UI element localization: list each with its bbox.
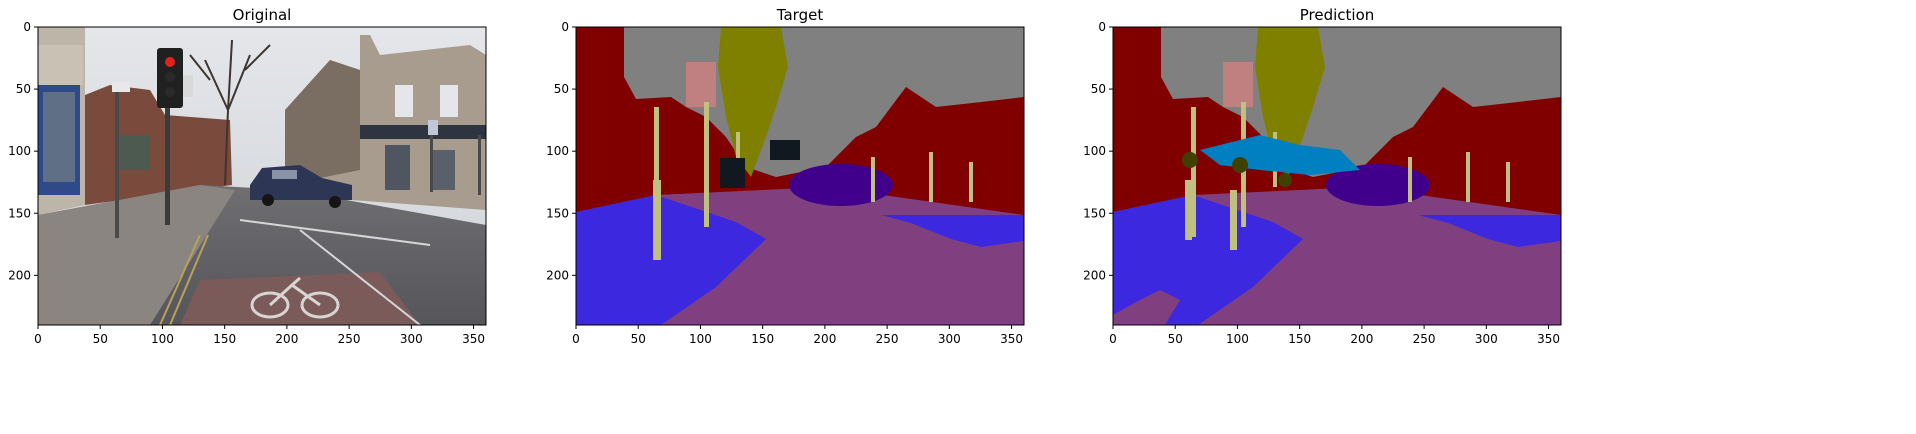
x-tick-label: 50 (93, 332, 108, 346)
panel-title: Target (776, 6, 824, 24)
x-tick-label: 200 (1350, 332, 1373, 346)
x-tick-label: 250 (338, 332, 361, 346)
y-tick-label: 50 (16, 82, 31, 96)
y-tick-label: 150 (1083, 206, 1106, 220)
x-tick-label: 350 (1000, 332, 1023, 346)
x-tick-label: 0 (34, 332, 42, 346)
x-tick-label: 300 (1475, 332, 1498, 346)
axes-ticks: 0 50 100 150 200 250 300 350 0 50 100 150 200 0 50 100 1… (8, 20, 1560, 346)
x-tick-label: 150 (213, 332, 236, 346)
panel-original: Original (37, 6, 487, 326)
x-tick-label: 150 (751, 332, 774, 346)
x-tick-label: 100 (1226, 332, 1249, 346)
x-tick-label: 250 (1413, 332, 1436, 346)
photo-street (38, 27, 486, 325)
y-tick-label: 200 (546, 268, 569, 282)
y-tick-label: 50 (1091, 82, 1106, 96)
x-tick-label: 0 (1109, 332, 1117, 346)
x-tick-label: 200 (275, 332, 298, 346)
x-tick-label: 300 (400, 332, 423, 346)
y-tick-label: 0 (23, 20, 31, 34)
x-tick-label: 200 (813, 332, 836, 346)
x-tick-label: 100 (689, 332, 712, 346)
x-tick-label: 350 (1537, 332, 1560, 346)
y-tick-label: 50 (554, 82, 569, 96)
segmentation-prediction (1113, 27, 1561, 325)
y-tick-label: 150 (546, 206, 569, 220)
panel-target: Target (575, 6, 1025, 326)
x-tick-label: 250 (876, 332, 899, 346)
y-tick-label: 0 (561, 20, 569, 34)
x-tick-label: 0 (572, 332, 580, 346)
y-tick-label: 0 (1098, 20, 1106, 34)
x-tick-label: 150 (1288, 332, 1311, 346)
x-tick-label: 350 (462, 332, 485, 346)
x-tick-label: 50 (631, 332, 646, 346)
y-tick-label: 200 (1083, 268, 1106, 282)
y-tick-label: 100 (8, 144, 31, 158)
x-tick-label: 100 (151, 332, 174, 346)
y-tick-label: 150 (8, 206, 31, 220)
x-tick-label: 300 (938, 332, 961, 346)
y-tick-label: 100 (546, 144, 569, 158)
segmentation-target (576, 27, 1024, 325)
y-tick-label: 100 (1083, 144, 1106, 158)
panel-prediction: Prediction (1112, 6, 1562, 326)
y-tick-label: 200 (8, 268, 31, 282)
panel-title: Original (233, 6, 292, 24)
panel-title: Prediction (1300, 6, 1375, 24)
x-tick-label: 50 (1168, 332, 1183, 346)
